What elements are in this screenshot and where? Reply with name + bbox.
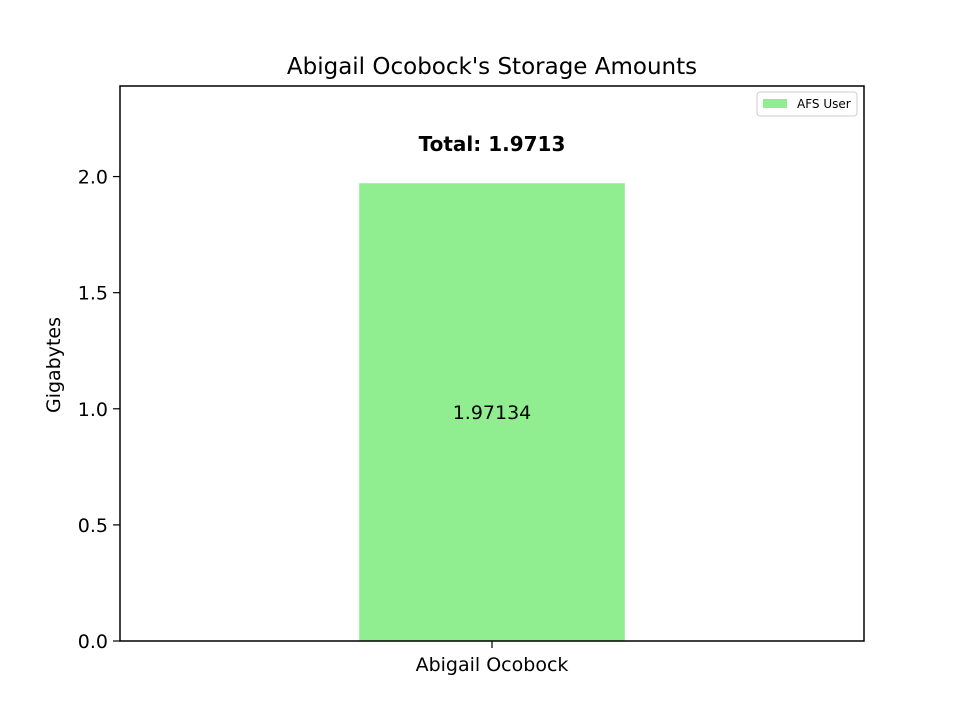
bars-layer xyxy=(359,183,625,641)
y-axis: 0.0 0.5 1.0 1.5 2.0 xyxy=(78,167,120,653)
y-tick-label: 2.0 xyxy=(78,167,108,189)
legend-swatch-afs-user xyxy=(763,99,787,108)
chart-title: Abigail Ocobock's Storage Amounts xyxy=(287,54,697,80)
y-tick-label: 0.5 xyxy=(78,515,108,537)
legend: AFS User xyxy=(756,91,858,117)
y-tick-label: 1.5 xyxy=(78,283,108,305)
x-axis: Abigail Ocobock xyxy=(416,641,569,676)
y-axis-label: Gigabytes xyxy=(43,317,65,413)
y-tick-label: 1.0 xyxy=(78,399,108,421)
y-tick-label: 0.0 xyxy=(78,631,108,653)
bar-value-label: 1.97134 xyxy=(453,402,532,424)
total-label: Total: 1.9713 xyxy=(419,132,566,156)
x-tick-label: Abigail Ocobock xyxy=(416,654,569,676)
bar-labels-layer: 1.97134 Total: 1.9713 xyxy=(419,132,566,424)
legend-label-afs-user: AFS User xyxy=(797,97,851,111)
bar-afs-user xyxy=(359,183,625,641)
legend-frame xyxy=(756,91,858,117)
